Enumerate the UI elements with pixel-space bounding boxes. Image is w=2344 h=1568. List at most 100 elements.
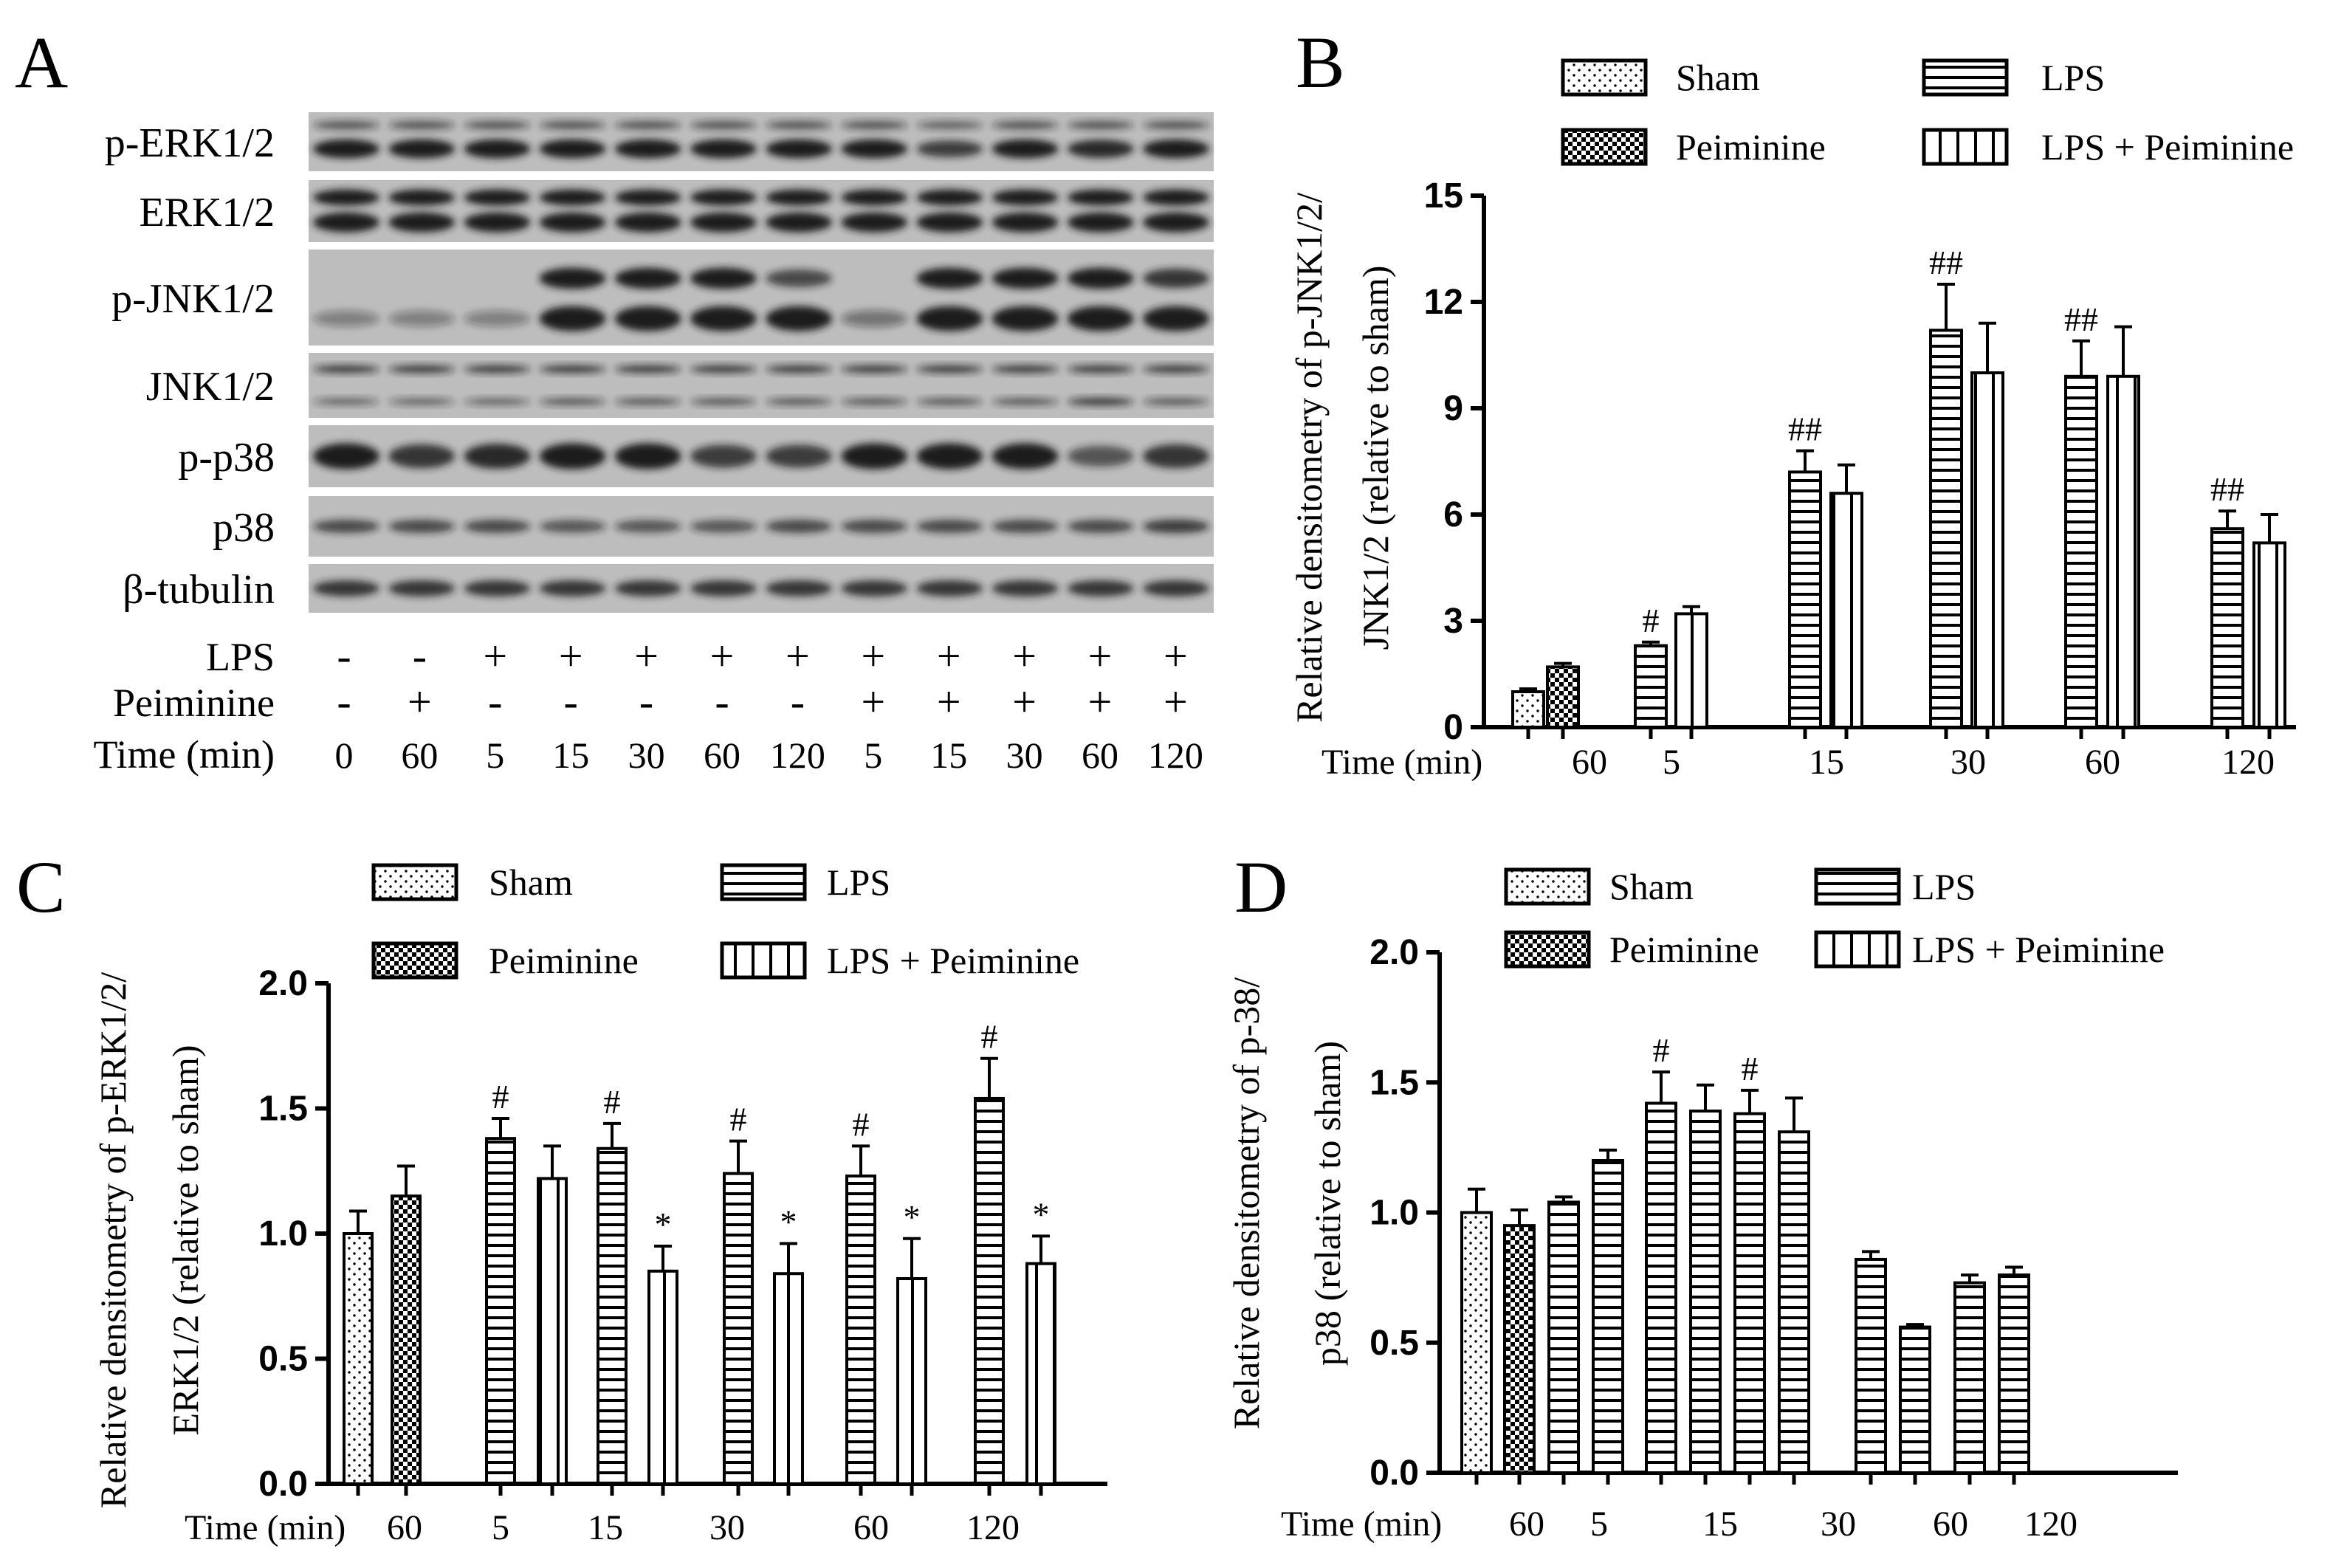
x-category-label: 120 (966, 1508, 1020, 1547)
blot-band (1142, 398, 1209, 405)
legend-swatch (1922, 58, 2009, 97)
lane-sign: + (937, 678, 961, 726)
y-tick-label: 0.0 (1369, 1454, 1419, 1493)
bar-group: ## (2064, 300, 2098, 739)
significance-marker: ## (1788, 410, 1822, 448)
bar-group: * (1025, 1195, 1056, 1496)
blot-band (766, 306, 833, 331)
blot-band (916, 121, 983, 130)
blot-band (766, 398, 833, 405)
bar (1855, 1257, 1887, 1474)
bar-group: ## (1788, 410, 1822, 739)
blot-band (539, 520, 606, 533)
blot-band (1067, 140, 1134, 158)
lane-sign: + (861, 678, 885, 726)
blot-band (766, 120, 833, 130)
blot-band (313, 398, 380, 405)
blot-band (916, 267, 983, 289)
legend-label: LPS + Peiminine (1912, 929, 2165, 970)
lane-time: 120 (1148, 735, 1203, 776)
blot-label: JNK1/2 (146, 364, 275, 410)
lane-sign: - (337, 678, 351, 726)
blot-band (690, 267, 757, 289)
blot-label: p-ERK1/2 (105, 120, 275, 166)
bar-group: ## (2210, 470, 2244, 739)
blot-band (1067, 365, 1134, 374)
blot-band (766, 444, 833, 468)
western-blot-panel: p-ERK1/2 ERK1/2 p-JNK1/2 JNK1/2 p-p38 p38 β-tu… (93, 112, 1214, 777)
blot-band (464, 189, 531, 206)
lane-time: 5 (864, 735, 882, 776)
lane-time: 60 (401, 735, 438, 776)
blot-band (690, 189, 757, 206)
condition-label: LPS (206, 635, 275, 679)
bar (773, 1272, 804, 1485)
legend-label: LPS (827, 862, 890, 903)
blot-band (313, 212, 380, 233)
bar (391, 1194, 422, 1486)
blot-band (841, 398, 908, 405)
blot-band (916, 365, 983, 374)
blot-band (539, 139, 606, 159)
lane-sign: + (937, 632, 961, 680)
x-category-label: 30 (1821, 1505, 1856, 1544)
blot-band (766, 189, 833, 206)
x-category-label: 15 (1809, 743, 1844, 782)
bar (2106, 374, 2140, 729)
blot-band (388, 444, 456, 469)
lane-sign: + (1012, 632, 1037, 680)
blot-band (539, 398, 606, 405)
bar-group (1829, 463, 1863, 739)
panel-letter-b: B (1296, 21, 1345, 103)
lane-sign: - (791, 678, 805, 726)
blot-band (690, 139, 757, 159)
legend-swatch (1814, 867, 1901, 906)
lane-time: 15 (930, 735, 967, 776)
bar-group: # (1645, 1031, 1677, 1485)
blot-band (464, 520, 531, 533)
blot-band (614, 443, 681, 470)
bar (1460, 1211, 1493, 1474)
y-tick-label: 1.0 (1369, 1194, 1419, 1233)
blot-band (1142, 580, 1209, 596)
legend-swatch (1504, 930, 1591, 969)
blot-band (388, 520, 456, 533)
legend-label: Peiminine (489, 940, 639, 981)
legend-swatch (1561, 58, 1648, 97)
legend-item: Sham (1504, 866, 1694, 907)
bar (1778, 1130, 1810, 1474)
blot-band (991, 212, 1059, 233)
significance-marker: # (981, 1018, 998, 1056)
blot-band (313, 310, 380, 327)
significance-marker: # (604, 1083, 621, 1121)
bar-group (1511, 687, 1545, 739)
bar (1025, 1262, 1056, 1486)
lane-sign: + (1088, 632, 1113, 680)
blot-band (916, 580, 983, 596)
blot-band (766, 520, 833, 533)
blot-band (690, 580, 757, 596)
blot-label: β-tubulin (123, 567, 275, 613)
legend-label: Sham (1676, 57, 1760, 98)
blot-band (614, 580, 681, 596)
chart-c-erk: 0.0 0.5 1.0 1.5 2.0 Relative densitometry of … (92, 862, 1107, 1547)
y-tick-label: 1.0 (258, 1214, 308, 1254)
significance-marker: ## (2064, 300, 2098, 338)
significance-marker: * (904, 1198, 921, 1236)
blot-band (841, 365, 908, 374)
blot-band (690, 520, 757, 533)
legend-item: Peiminine (1504, 929, 1759, 970)
blot-band (841, 520, 908, 533)
panel-letter-a: A (15, 21, 68, 103)
lane-sign: + (861, 632, 885, 680)
x-category-label: 60 (2085, 743, 2120, 782)
blot-band (841, 443, 908, 470)
blot-band (464, 365, 531, 374)
blot-band (841, 139, 908, 159)
chart-d-p38: 0.0 0.5 1.0 1.5 2.0 Relative densitometry of … (1226, 866, 2178, 1544)
lane-time: 60 (1082, 735, 1118, 776)
y-tick-label: 3 (1443, 602, 1463, 641)
blot-band (841, 310, 908, 328)
lane-time: 60 (704, 735, 740, 776)
